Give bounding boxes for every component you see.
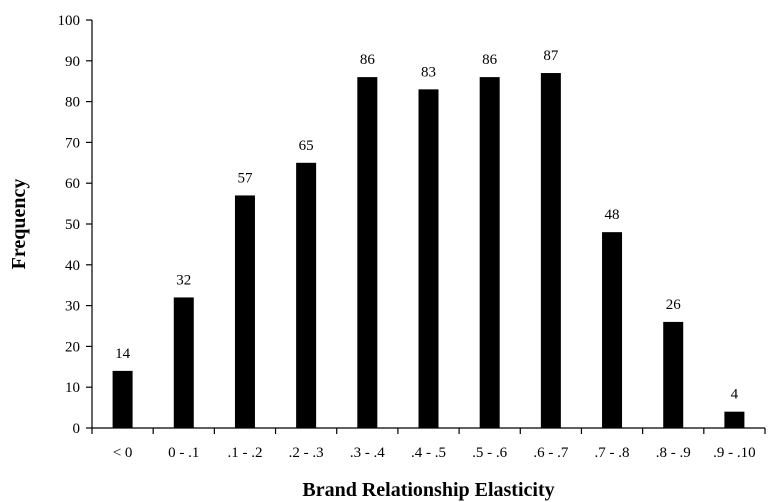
- bar: [479, 77, 500, 429]
- y-tick-label: 30: [65, 299, 80, 315]
- bar: [724, 411, 745, 428]
- bar: [663, 321, 684, 428]
- bar: [112, 370, 133, 428]
- x-tick-label: .6 - .7: [533, 445, 568, 461]
- x-tick-label: .7 - .8: [595, 445, 630, 461]
- x-tick-label: .8 - .9: [656, 445, 691, 461]
- x-tick-label: .2 - .3: [289, 445, 324, 461]
- bar-value-label: 32: [176, 272, 191, 288]
- x-tick-label: .9 - .10: [713, 445, 756, 461]
- x-tick-label: .3 - .4: [350, 445, 385, 461]
- bar-value-label: 65: [299, 138, 314, 154]
- y-tick-label: 40: [65, 258, 80, 274]
- bar-value-label: 57: [237, 170, 253, 186]
- bar: [296, 162, 317, 429]
- bar: [173, 297, 194, 428]
- bar-value-label: 83: [421, 64, 436, 80]
- y-axis-title: Frequency: [8, 179, 30, 270]
- bar-value-label: 48: [605, 207, 620, 223]
- y-tick-label: 50: [65, 217, 80, 233]
- bar: [234, 195, 255, 428]
- x-tick-label: .5 - .6: [472, 445, 507, 461]
- y-tick-label: 0: [73, 421, 81, 437]
- x-tick-label: 0 - .1: [168, 445, 199, 461]
- y-tick-label: 20: [65, 339, 80, 355]
- bar-value-label: 4: [731, 387, 739, 403]
- bar: [540, 73, 561, 428]
- bar-value-label: 26: [666, 297, 682, 313]
- x-tick-label: .4 - .5: [411, 445, 446, 461]
- bar: [418, 89, 439, 429]
- y-tick-label: 80: [65, 95, 80, 111]
- bar-value-label: 87: [543, 48, 559, 64]
- y-tick-label: 90: [65, 54, 80, 70]
- x-tick-label: < 0: [113, 445, 133, 461]
- bar-value-label: 86: [482, 52, 498, 68]
- x-axis-ticks: < 0 0 - .1 .1 - .2 .2 - .3 .3 - .4 .4 - .5 .5 …: [91, 428, 766, 461]
- x-axis-title: Brand Relationship Elasticity: [302, 479, 554, 501]
- data-labels: 14 32 57 65 86 83 86 87 48 26 4: [115, 48, 739, 403]
- y-tick-label: 10: [65, 380, 80, 396]
- bar-value-label: 14: [115, 346, 131, 362]
- y-tick-label: 70: [65, 135, 80, 151]
- y-tick-label: 100: [58, 13, 81, 29]
- bar: [357, 77, 378, 429]
- bar: [602, 232, 623, 428]
- bar-value-label: 86: [360, 52, 376, 68]
- y-tick-label: 60: [65, 176, 80, 192]
- bars: [112, 73, 745, 429]
- x-tick-label: .1 - .2: [227, 445, 262, 461]
- y-axis-ticks: 0 10 20 30 40 50 60 70 80 90 100: [58, 13, 92, 437]
